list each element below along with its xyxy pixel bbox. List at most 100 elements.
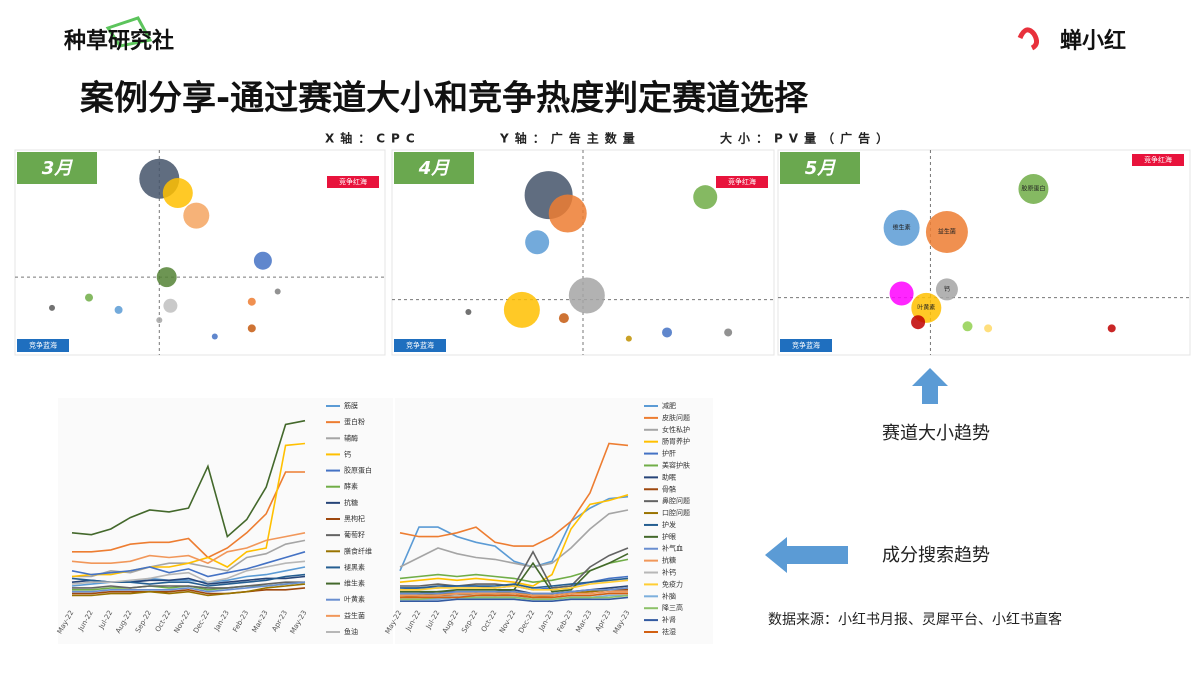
legend-label: 补肾 (662, 615, 676, 624)
size-trend: 赛道大小趋势 (882, 423, 990, 444)
bubble (274, 288, 281, 295)
panel (777, 149, 1191, 356)
brand-right: 蝉小红 (1060, 28, 1126, 54)
series-line (72, 583, 306, 597)
red-label: 竞争红海 (339, 177, 367, 186)
bubble (925, 211, 968, 253)
bubble (162, 178, 193, 209)
series-line (400, 577, 629, 589)
series-line (71, 419, 306, 539)
red-tag (716, 176, 768, 188)
legend-label: 抗糖 (662, 556, 676, 565)
series-line (71, 442, 306, 578)
blue-tag (394, 339, 446, 352)
legend-label: 益生菌 (344, 611, 365, 620)
series-line (399, 509, 629, 568)
bubble (911, 315, 926, 330)
legend-label: 膳食纤维 (344, 546, 372, 555)
search-trend: 成分搜索趋势 (882, 545, 990, 566)
month-label: 5月 (805, 158, 837, 179)
legend-label: 蛋白粉 (344, 417, 365, 426)
bubble (183, 202, 210, 229)
series-line (399, 494, 629, 587)
legend-label: 免疫力 (662, 579, 683, 588)
bubble (525, 230, 550, 255)
legend-label: 皮肤问题 (662, 413, 690, 422)
bubble (49, 304, 55, 311)
series-line (399, 442, 629, 547)
series-line (400, 592, 628, 599)
series-line (71, 560, 306, 585)
bubble (253, 251, 272, 270)
legend-label: 补钙 (662, 568, 676, 577)
legend-label: 辅酶 (344, 433, 358, 442)
legend-label: 女性私护 (662, 425, 690, 434)
bubble (247, 324, 256, 333)
bubble (163, 298, 178, 313)
bubble (568, 277, 605, 314)
arrow-left (765, 537, 848, 573)
bubble-label: 叶黄素 (917, 303, 935, 311)
legend-label: 筋膜 (344, 401, 358, 410)
legend-label: 维生素 (344, 579, 365, 588)
series-line (399, 495, 629, 572)
title: 案例分享-通过赛道大小和竞争热度判定赛道选择 (80, 79, 809, 119)
logo-icon (1017, 27, 1040, 51)
bubble (625, 335, 632, 342)
brand-left: 种草研究社 (64, 28, 174, 54)
bubble (85, 293, 93, 302)
legend-label: 鱼油 (344, 627, 358, 636)
bubble (693, 185, 718, 210)
series-line (400, 587, 629, 595)
series-line (72, 581, 306, 593)
blue-label: 竞争蓝海 (792, 341, 820, 350)
arrow-up (912, 368, 948, 404)
legend-label: 祛湿 (662, 627, 676, 636)
bubble (724, 328, 733, 337)
legend-label: 褪黑素 (344, 562, 365, 571)
legend-label: 鼻腔问题 (662, 496, 690, 505)
legend-label: 护眼 (662, 532, 676, 541)
legend-label: 叶黄素 (344, 595, 365, 604)
bubble (662, 327, 673, 338)
bubble (1107, 324, 1116, 333)
legend-label: 护肝 (662, 449, 676, 458)
bubble (211, 333, 218, 340)
red-label: 竞争红海 (1144, 155, 1172, 164)
month-label: 3月 (42, 158, 74, 179)
panel (14, 149, 386, 356)
legend-label: 减肥 (662, 401, 676, 410)
bubble-label: 胶原蛋白 (1021, 184, 1045, 192)
series-line (400, 579, 629, 591)
legend-label: 口腔问题 (662, 508, 690, 517)
series-line (71, 532, 306, 565)
bubble-label: 维生素 (893, 223, 911, 231)
series-line (72, 587, 306, 595)
month-tag (17, 152, 97, 184)
bubble (114, 305, 123, 314)
bubble (1018, 173, 1049, 204)
legend-label: 抗糖 (344, 498, 358, 507)
legend-label: 补气血 (662, 544, 683, 553)
legend-label: 黑枸杞 (344, 514, 365, 523)
bubble (503, 291, 540, 328)
bubble (984, 324, 993, 333)
legend-label: 助眠 (662, 472, 676, 481)
axis-note-size: 大小：PV量（广告） (720, 131, 894, 146)
series-line (72, 471, 305, 559)
legend-label: 酵素 (344, 482, 358, 491)
month-tag (780, 152, 860, 184)
bubble-label: 钙 (944, 285, 950, 293)
chart-bg (58, 398, 393, 644)
series-line (400, 590, 628, 597)
bubble (935, 278, 958, 301)
axis-note-x: X轴：CPC (325, 131, 421, 146)
axis-note-y: Y轴：广告主数量 (499, 131, 641, 146)
legend-label: 美容护肤 (662, 460, 690, 469)
red-tag (327, 176, 379, 188)
legend-label: 肠胃养护 (662, 437, 690, 446)
legend-label: 葡萄籽 (344, 530, 365, 539)
bubble (156, 267, 177, 288)
